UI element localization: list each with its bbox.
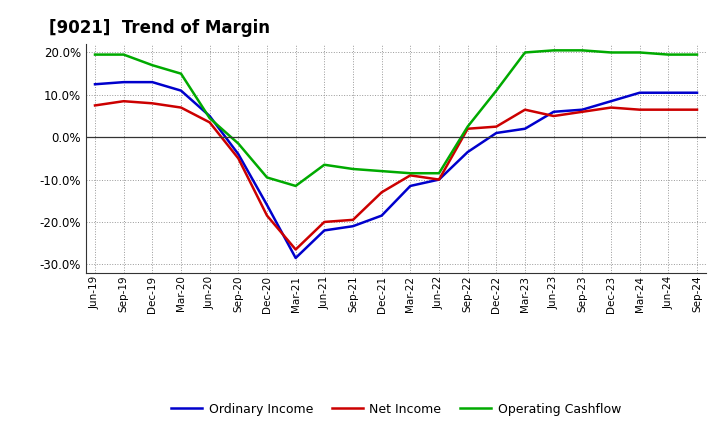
Operating Cashflow — [549, 48, 558, 53]
Ordinary Income — [693, 90, 701, 95]
Net Income — [521, 107, 529, 112]
Ordinary Income — [120, 80, 128, 85]
Ordinary Income — [205, 114, 214, 119]
Net Income — [693, 107, 701, 112]
Operating Cashflow — [492, 88, 500, 93]
Ordinary Income — [521, 126, 529, 132]
Operating Cashflow — [521, 50, 529, 55]
Net Income — [91, 103, 99, 108]
Net Income — [635, 107, 644, 112]
Net Income — [492, 124, 500, 129]
Ordinary Income — [176, 88, 185, 93]
Operating Cashflow — [234, 141, 243, 146]
Text: [9021]  Trend of Margin: [9021] Trend of Margin — [49, 19, 270, 37]
Operating Cashflow — [578, 48, 587, 53]
Ordinary Income — [320, 228, 328, 233]
Operating Cashflow — [435, 171, 444, 176]
Operating Cashflow — [148, 62, 157, 68]
Legend: Ordinary Income, Net Income, Operating Cashflow: Ordinary Income, Net Income, Operating C… — [166, 398, 626, 421]
Ordinary Income — [664, 90, 672, 95]
Ordinary Income — [377, 213, 386, 218]
Net Income — [205, 120, 214, 125]
Operating Cashflow — [292, 183, 300, 189]
Operating Cashflow — [176, 71, 185, 76]
Ordinary Income — [492, 130, 500, 136]
Net Income — [377, 190, 386, 195]
Operating Cashflow — [464, 124, 472, 129]
Ordinary Income — [406, 183, 415, 189]
Operating Cashflow — [693, 52, 701, 57]
Ordinary Income — [91, 81, 99, 87]
Operating Cashflow — [91, 52, 99, 57]
Net Income — [148, 101, 157, 106]
Net Income — [348, 217, 357, 223]
Net Income — [292, 247, 300, 252]
Operating Cashflow — [348, 166, 357, 172]
Net Income — [607, 105, 616, 110]
Line: Net Income: Net Income — [95, 101, 697, 249]
Ordinary Income — [234, 151, 243, 157]
Net Income — [406, 173, 415, 178]
Ordinary Income — [263, 202, 271, 208]
Net Income — [120, 99, 128, 104]
Operating Cashflow — [664, 52, 672, 57]
Operating Cashflow — [377, 169, 386, 174]
Operating Cashflow — [320, 162, 328, 167]
Net Income — [664, 107, 672, 112]
Operating Cashflow — [406, 171, 415, 176]
Ordinary Income — [607, 99, 616, 104]
Net Income — [176, 105, 185, 110]
Net Income — [464, 126, 472, 132]
Ordinary Income — [578, 107, 587, 112]
Net Income — [578, 109, 587, 114]
Line: Ordinary Income: Ordinary Income — [95, 82, 697, 258]
Ordinary Income — [464, 150, 472, 155]
Net Income — [435, 177, 444, 182]
Ordinary Income — [148, 80, 157, 85]
Net Income — [320, 219, 328, 224]
Ordinary Income — [348, 224, 357, 229]
Ordinary Income — [549, 109, 558, 114]
Net Income — [549, 114, 558, 119]
Operating Cashflow — [635, 50, 644, 55]
Net Income — [234, 156, 243, 161]
Ordinary Income — [635, 90, 644, 95]
Net Income — [263, 213, 271, 218]
Line: Operating Cashflow: Operating Cashflow — [95, 50, 697, 186]
Operating Cashflow — [263, 175, 271, 180]
Ordinary Income — [435, 177, 444, 182]
Operating Cashflow — [607, 50, 616, 55]
Ordinary Income — [292, 255, 300, 260]
Operating Cashflow — [205, 116, 214, 121]
Operating Cashflow — [120, 52, 128, 57]
